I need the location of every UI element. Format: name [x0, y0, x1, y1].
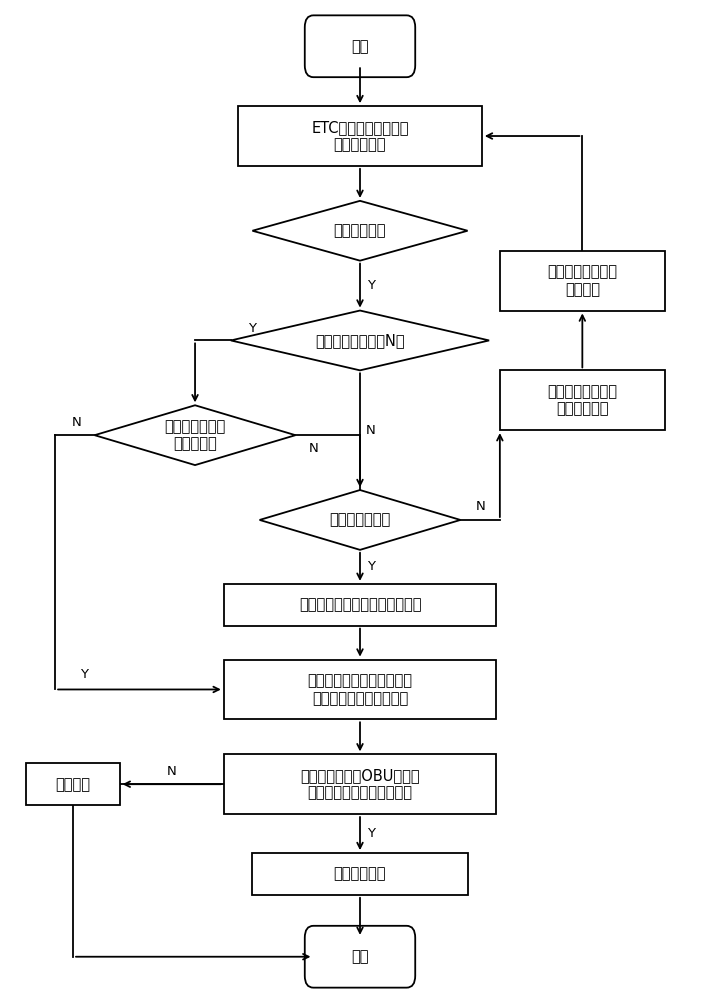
- Text: 车主按下终端设备上的确认按钮: 车主按下终端设备上的确认按钮: [299, 597, 421, 612]
- Text: 控制微波天线与OBU建立通
信链路，完成扣费交易处理: 控制微波天线与OBU建立通 信链路，完成扣费交易处理: [300, 768, 420, 800]
- Text: Y: Y: [366, 560, 374, 573]
- Text: ETC货车进入计重区域
进行计重处理: ETC货车进入计重区域 进行计重处理: [311, 120, 409, 152]
- Text: N: N: [308, 442, 318, 455]
- FancyBboxPatch shape: [305, 926, 415, 988]
- Text: Y: Y: [366, 827, 374, 840]
- Text: N: N: [366, 424, 376, 437]
- Text: 结束: 结束: [351, 949, 369, 964]
- Text: Y: Y: [366, 279, 374, 292]
- Bar: [224, 660, 496, 719]
- Text: Y: Y: [248, 322, 256, 335]
- Bar: [27, 763, 120, 805]
- Text: Y: Y: [80, 668, 88, 681]
- Polygon shape: [260, 490, 460, 550]
- Text: 根据计重结果或基准值，并
结合基准费率计算收费额: 根据计重结果或基准值，并 结合基准费率计算收费额: [307, 673, 413, 706]
- Text: 重新计重次数超过N次: 重新计重次数超过N次: [315, 333, 405, 348]
- FancyBboxPatch shape: [305, 15, 415, 77]
- Bar: [224, 584, 496, 626]
- Bar: [224, 754, 496, 814]
- Bar: [500, 370, 665, 430]
- Polygon shape: [231, 311, 489, 370]
- Text: 开始: 开始: [351, 39, 369, 54]
- Polygon shape: [253, 201, 467, 261]
- Text: N: N: [167, 765, 176, 778]
- Text: 获取计重结果: 获取计重结果: [334, 223, 386, 238]
- Bar: [500, 251, 665, 311]
- Text: 抬杆放行车辆: 抬杆放行车辆: [334, 866, 386, 881]
- Polygon shape: [94, 405, 295, 465]
- Text: N: N: [475, 500, 485, 513]
- Text: 车主是否认可？: 车主是否认可？: [329, 512, 391, 527]
- Text: N: N: [72, 416, 81, 429]
- Bar: [253, 853, 467, 895]
- Text: 与基准值之差在
给定范围内: 与基准值之差在 给定范围内: [164, 419, 225, 451]
- Text: 报警提示: 报警提示: [55, 777, 91, 792]
- Text: 引导车辆倒车退出
计重区域: 引导车辆倒车退出 计重区域: [547, 264, 617, 297]
- Bar: [238, 106, 482, 166]
- Text: 车主按下终端设备
上的拒绝按钮: 车主按下终端设备 上的拒绝按钮: [547, 384, 617, 416]
